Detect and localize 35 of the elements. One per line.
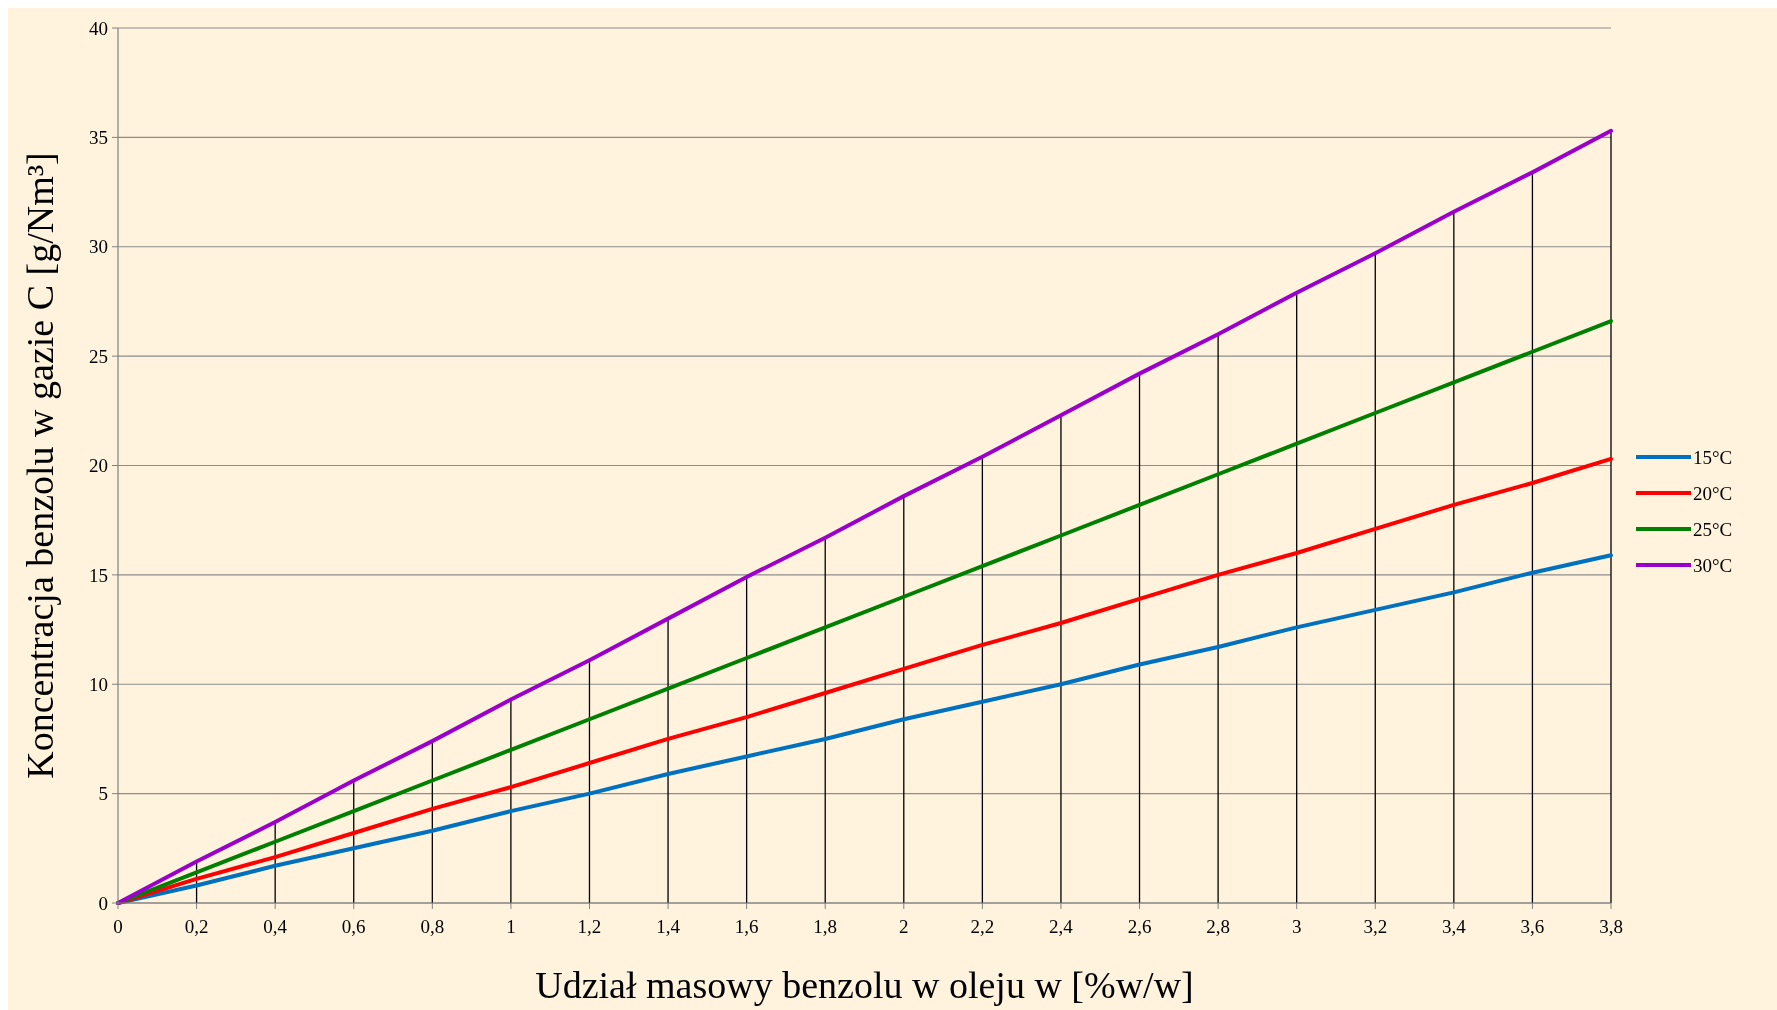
x-tick-label: 0,2 — [184, 916, 209, 937]
legend-label: 30°C — [1693, 554, 1733, 576]
legend-label: 20°C — [1693, 482, 1733, 504]
y-axis-title: Koncentracja benzolu w gazie C [g/Nm³] — [19, 152, 61, 779]
y-tick-label: 30 — [89, 236, 108, 258]
y-tick-label: 40 — [89, 17, 108, 39]
y-tick-label: 20 — [89, 455, 108, 477]
x-axis-title: Udział masowy benzolu w oleju w [%w/w] — [535, 964, 1194, 1006]
legend-label: 15°C — [1693, 446, 1733, 468]
x-tick-label: 0 — [113, 916, 123, 937]
x-tick-label: 1,8 — [813, 916, 838, 937]
x-tick-label: 2,8 — [1206, 916, 1230, 937]
x-tick-label: 1 — [506, 916, 516, 937]
x-tick-label: 2,2 — [970, 916, 995, 937]
y-tick-label: 35 — [89, 127, 108, 149]
x-tick-label: 3,8 — [1599, 916, 1623, 937]
y-tick-label: 10 — [89, 673, 108, 695]
y-tick-label: 0 — [98, 892, 108, 914]
x-tick-label: 3,2 — [1363, 916, 1388, 937]
x-tick-label: 3,6 — [1520, 916, 1545, 937]
x-tick-label: 0,6 — [341, 916, 366, 937]
x-tick-label: 2 — [899, 916, 909, 937]
x-tick-label: 0,4 — [263, 916, 288, 937]
legend-label: 25°C — [1693, 518, 1733, 540]
x-tick-label: 2,6 — [1127, 916, 1152, 937]
x-tick-label: 1,2 — [577, 916, 602, 937]
x-tick-label: 0,8 — [420, 916, 445, 937]
x-tick-label: 2,4 — [1049, 916, 1074, 937]
x-tick-label: 1,6 — [734, 916, 759, 937]
x-tick-label: 1,4 — [656, 916, 681, 937]
x-tick-label: 3 — [1291, 916, 1302, 937]
y-tick-label: 15 — [89, 564, 108, 586]
x-tick-label: 3,4 — [1441, 916, 1467, 937]
y-tick-label: 5 — [98, 783, 108, 805]
y-tick-label: 25 — [89, 345, 108, 367]
